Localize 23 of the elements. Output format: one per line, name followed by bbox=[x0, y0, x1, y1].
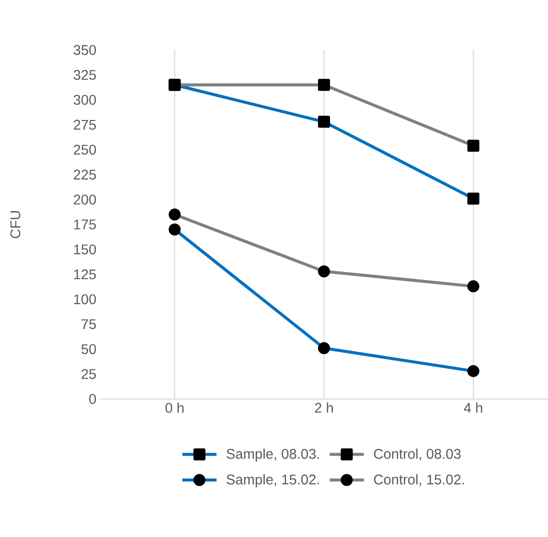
y-tick-label: 125 bbox=[74, 269, 96, 280]
y-tick-label: 225 bbox=[74, 170, 96, 180]
y-tick-label: 50 bbox=[81, 344, 96, 354]
y-tick-label: 25 bbox=[82, 369, 96, 380]
y-tick-label: 350 bbox=[74, 45, 96, 55]
legend-label: Control, 15.02. bbox=[374, 474, 464, 486]
legend-label: Sample, 08.03. bbox=[226, 448, 319, 462]
x-tick-label: 0 h bbox=[165, 402, 184, 413]
legend-label: Sample, 15.02. bbox=[226, 474, 319, 488]
y-tick-label: 0 bbox=[89, 394, 96, 404]
y-tick-label: 75 bbox=[82, 319, 96, 330]
y-tick-label: 150 bbox=[74, 244, 96, 254]
x-tick-label: 2 h bbox=[314, 402, 333, 413]
y-tick-label: 250 bbox=[74, 144, 96, 155]
y-tick-label: 275 bbox=[74, 120, 96, 130]
y-tick-label: 100 bbox=[74, 294, 96, 304]
legend-label: Control, 08.03 bbox=[374, 448, 461, 460]
y-tick-label: 200 bbox=[74, 194, 96, 205]
y-tick-label: 300 bbox=[74, 94, 96, 105]
y-tick-label: 175 bbox=[74, 220, 96, 230]
y-tick-label: 325 bbox=[74, 70, 96, 80]
x-tick-label: 4 h bbox=[464, 402, 482, 413]
y-axis-title: CFU bbox=[10, 211, 20, 238]
